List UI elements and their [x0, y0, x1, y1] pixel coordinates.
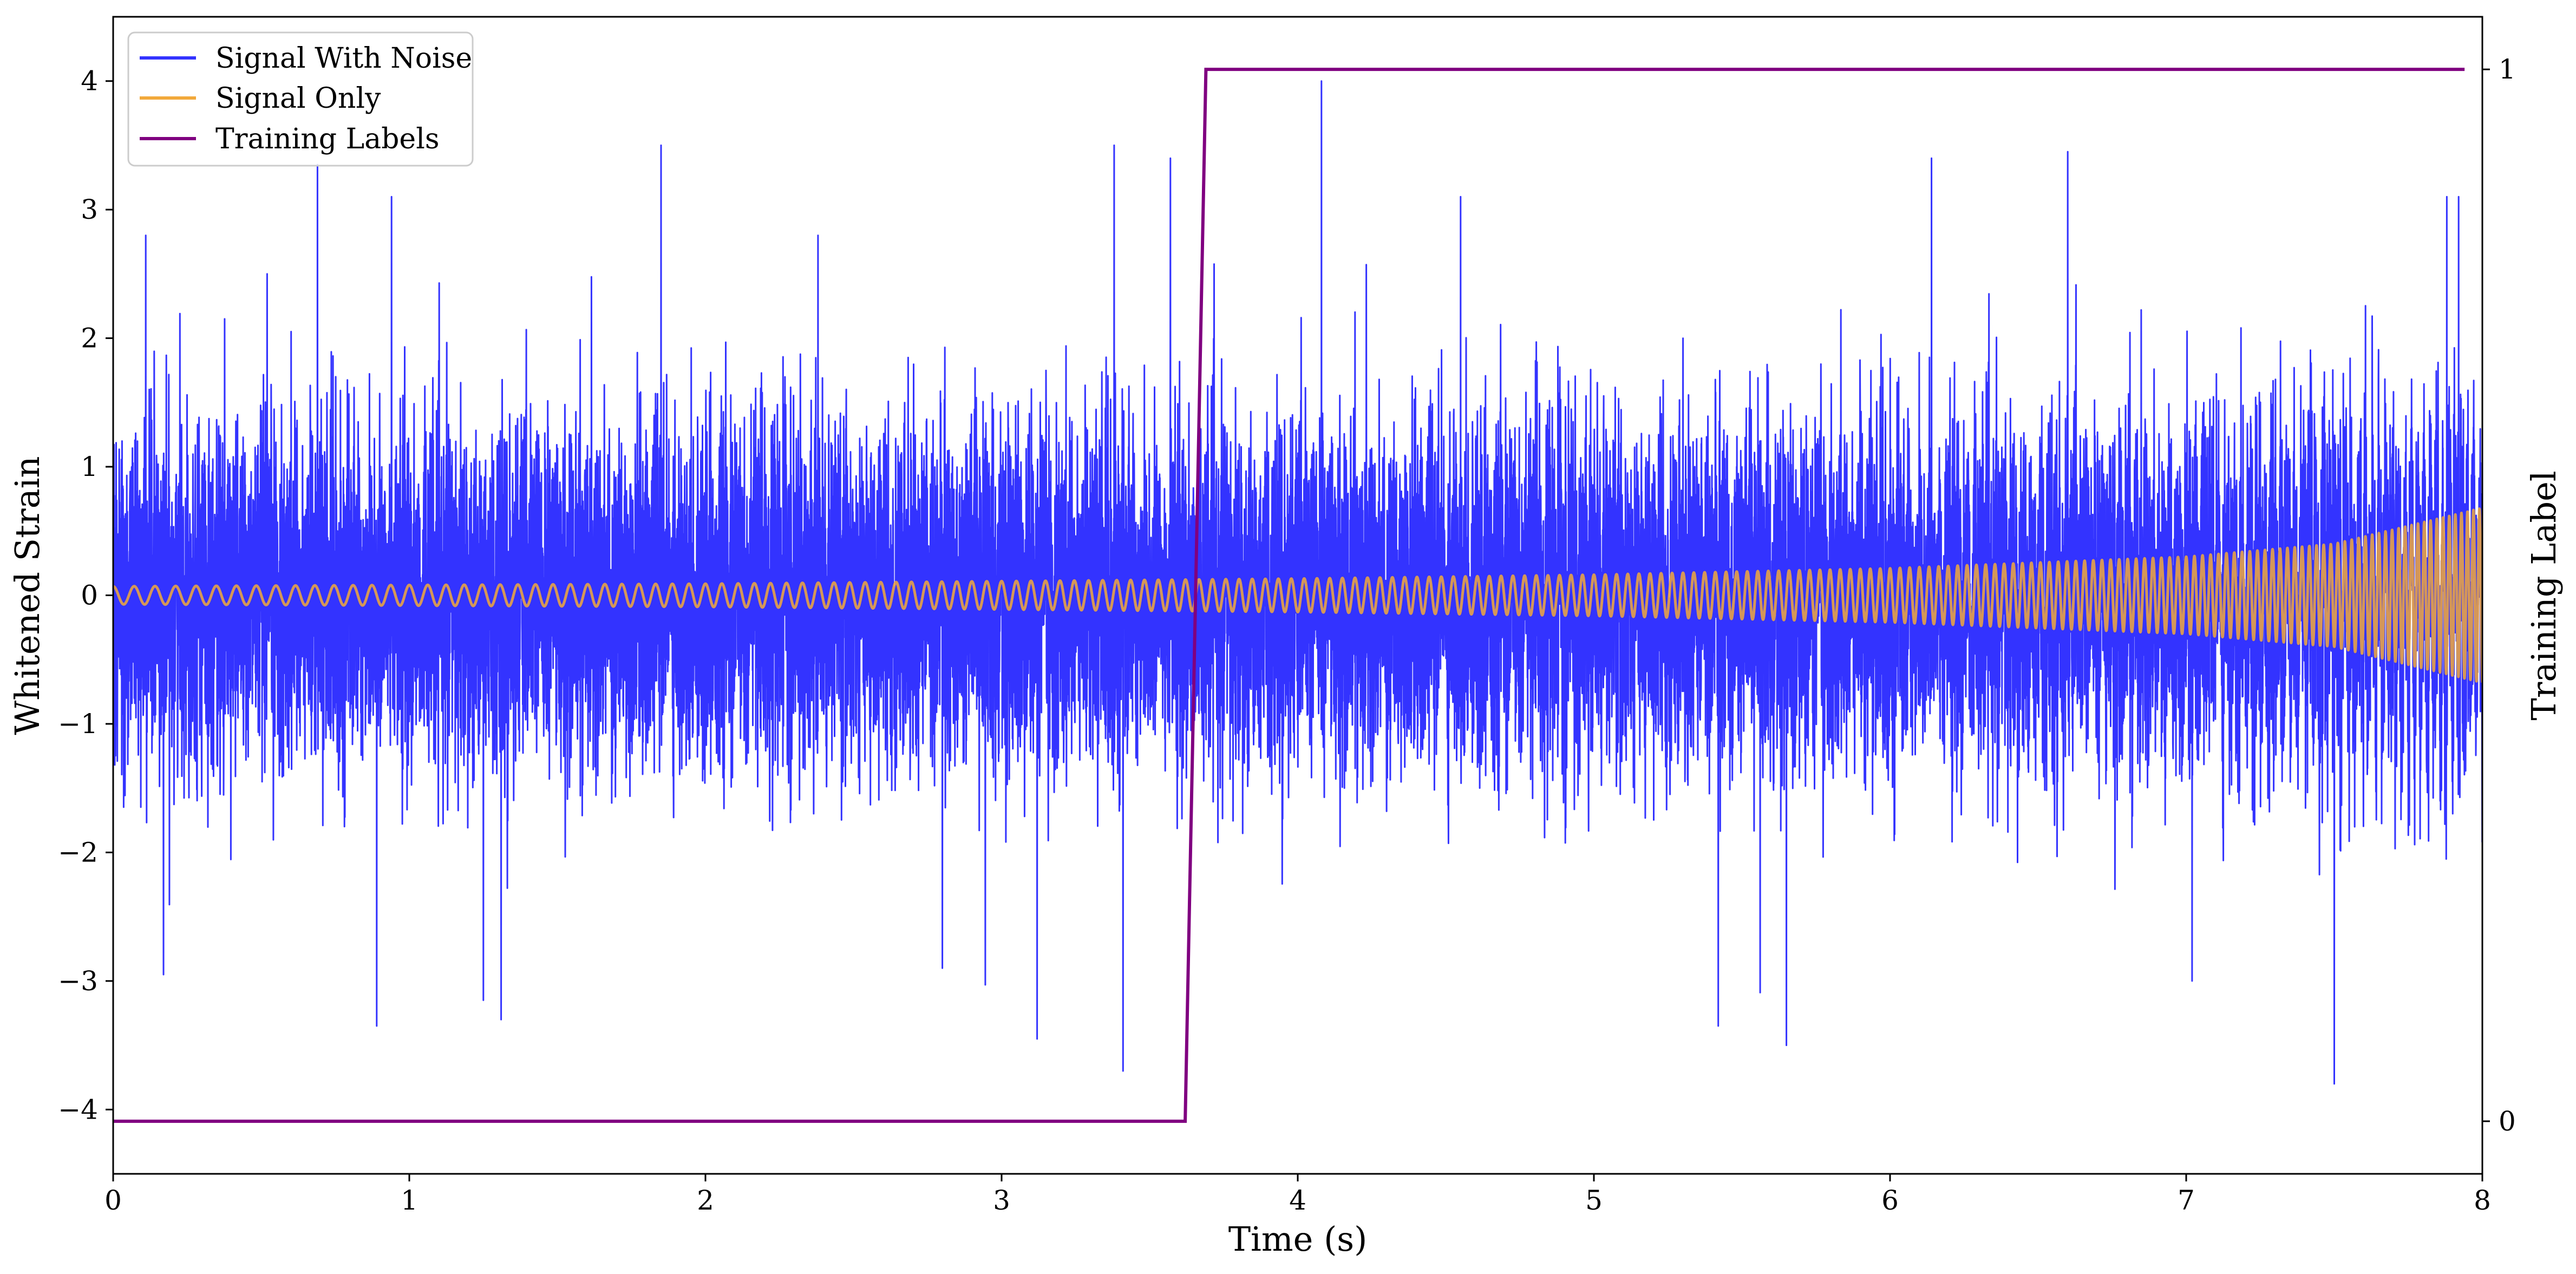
legend-label-training-labels: Training Labels — [215, 123, 440, 155]
legend-label-signal-only: Signal Only — [215, 82, 381, 115]
x-tick-label: 5 — [1585, 1185, 1603, 1216]
legend-box — [127, 31, 474, 167]
y-tick-label: −2 — [58, 837, 98, 868]
y-tick-label: 0 — [81, 580, 98, 611]
y-axis-right: 01 — [2482, 54, 2516, 1137]
y-tick-label: 4 — [81, 66, 98, 97]
y2-tick-label: 0 — [2499, 1106, 2516, 1137]
x-tick-label: 6 — [1881, 1185, 1899, 1216]
x-tick-label: 8 — [2474, 1185, 2491, 1216]
legend-label-signal-with-noise: Signal With Noise — [215, 42, 472, 75]
y-tick-label: 3 — [81, 194, 98, 225]
y-tick-label: −4 — [58, 1094, 98, 1125]
plot-area — [113, 68, 2482, 1123]
y2-tick-label: 1 — [2499, 54, 2516, 85]
x-tick-label: 2 — [697, 1185, 714, 1216]
y-tick-label: −1 — [58, 708, 98, 740]
y-axis-left: −4 −3 −2 −1 0 1 2 3 4 — [58, 66, 113, 1125]
x-tick-label: 3 — [993, 1185, 1010, 1216]
y-axis-label: Whitened Strain — [8, 456, 47, 735]
x-tick-label: 0 — [104, 1185, 122, 1216]
x-tick-label: 1 — [401, 1185, 418, 1216]
legend: Signal With Noise Signal Only Training L… — [127, 31, 474, 167]
y-tick-label: 1 — [81, 451, 98, 482]
x-tick-label: 7 — [2178, 1185, 2195, 1216]
series-signal-only — [113, 507, 2482, 683]
y-tick-label: −3 — [58, 965, 98, 997]
series-training-labels — [113, 68, 2465, 1123]
y2-axis-label: Training Label — [2524, 471, 2564, 720]
x-axis: 0 1 2 3 4 5 6 7 8 — [104, 1174, 2491, 1216]
series-signal-with-noise — [113, 80, 2482, 1085]
x-axis-label: Time (s) — [1228, 1219, 1368, 1259]
y-tick-label: 2 — [81, 323, 98, 354]
x-tick-label: 4 — [1289, 1185, 1306, 1216]
